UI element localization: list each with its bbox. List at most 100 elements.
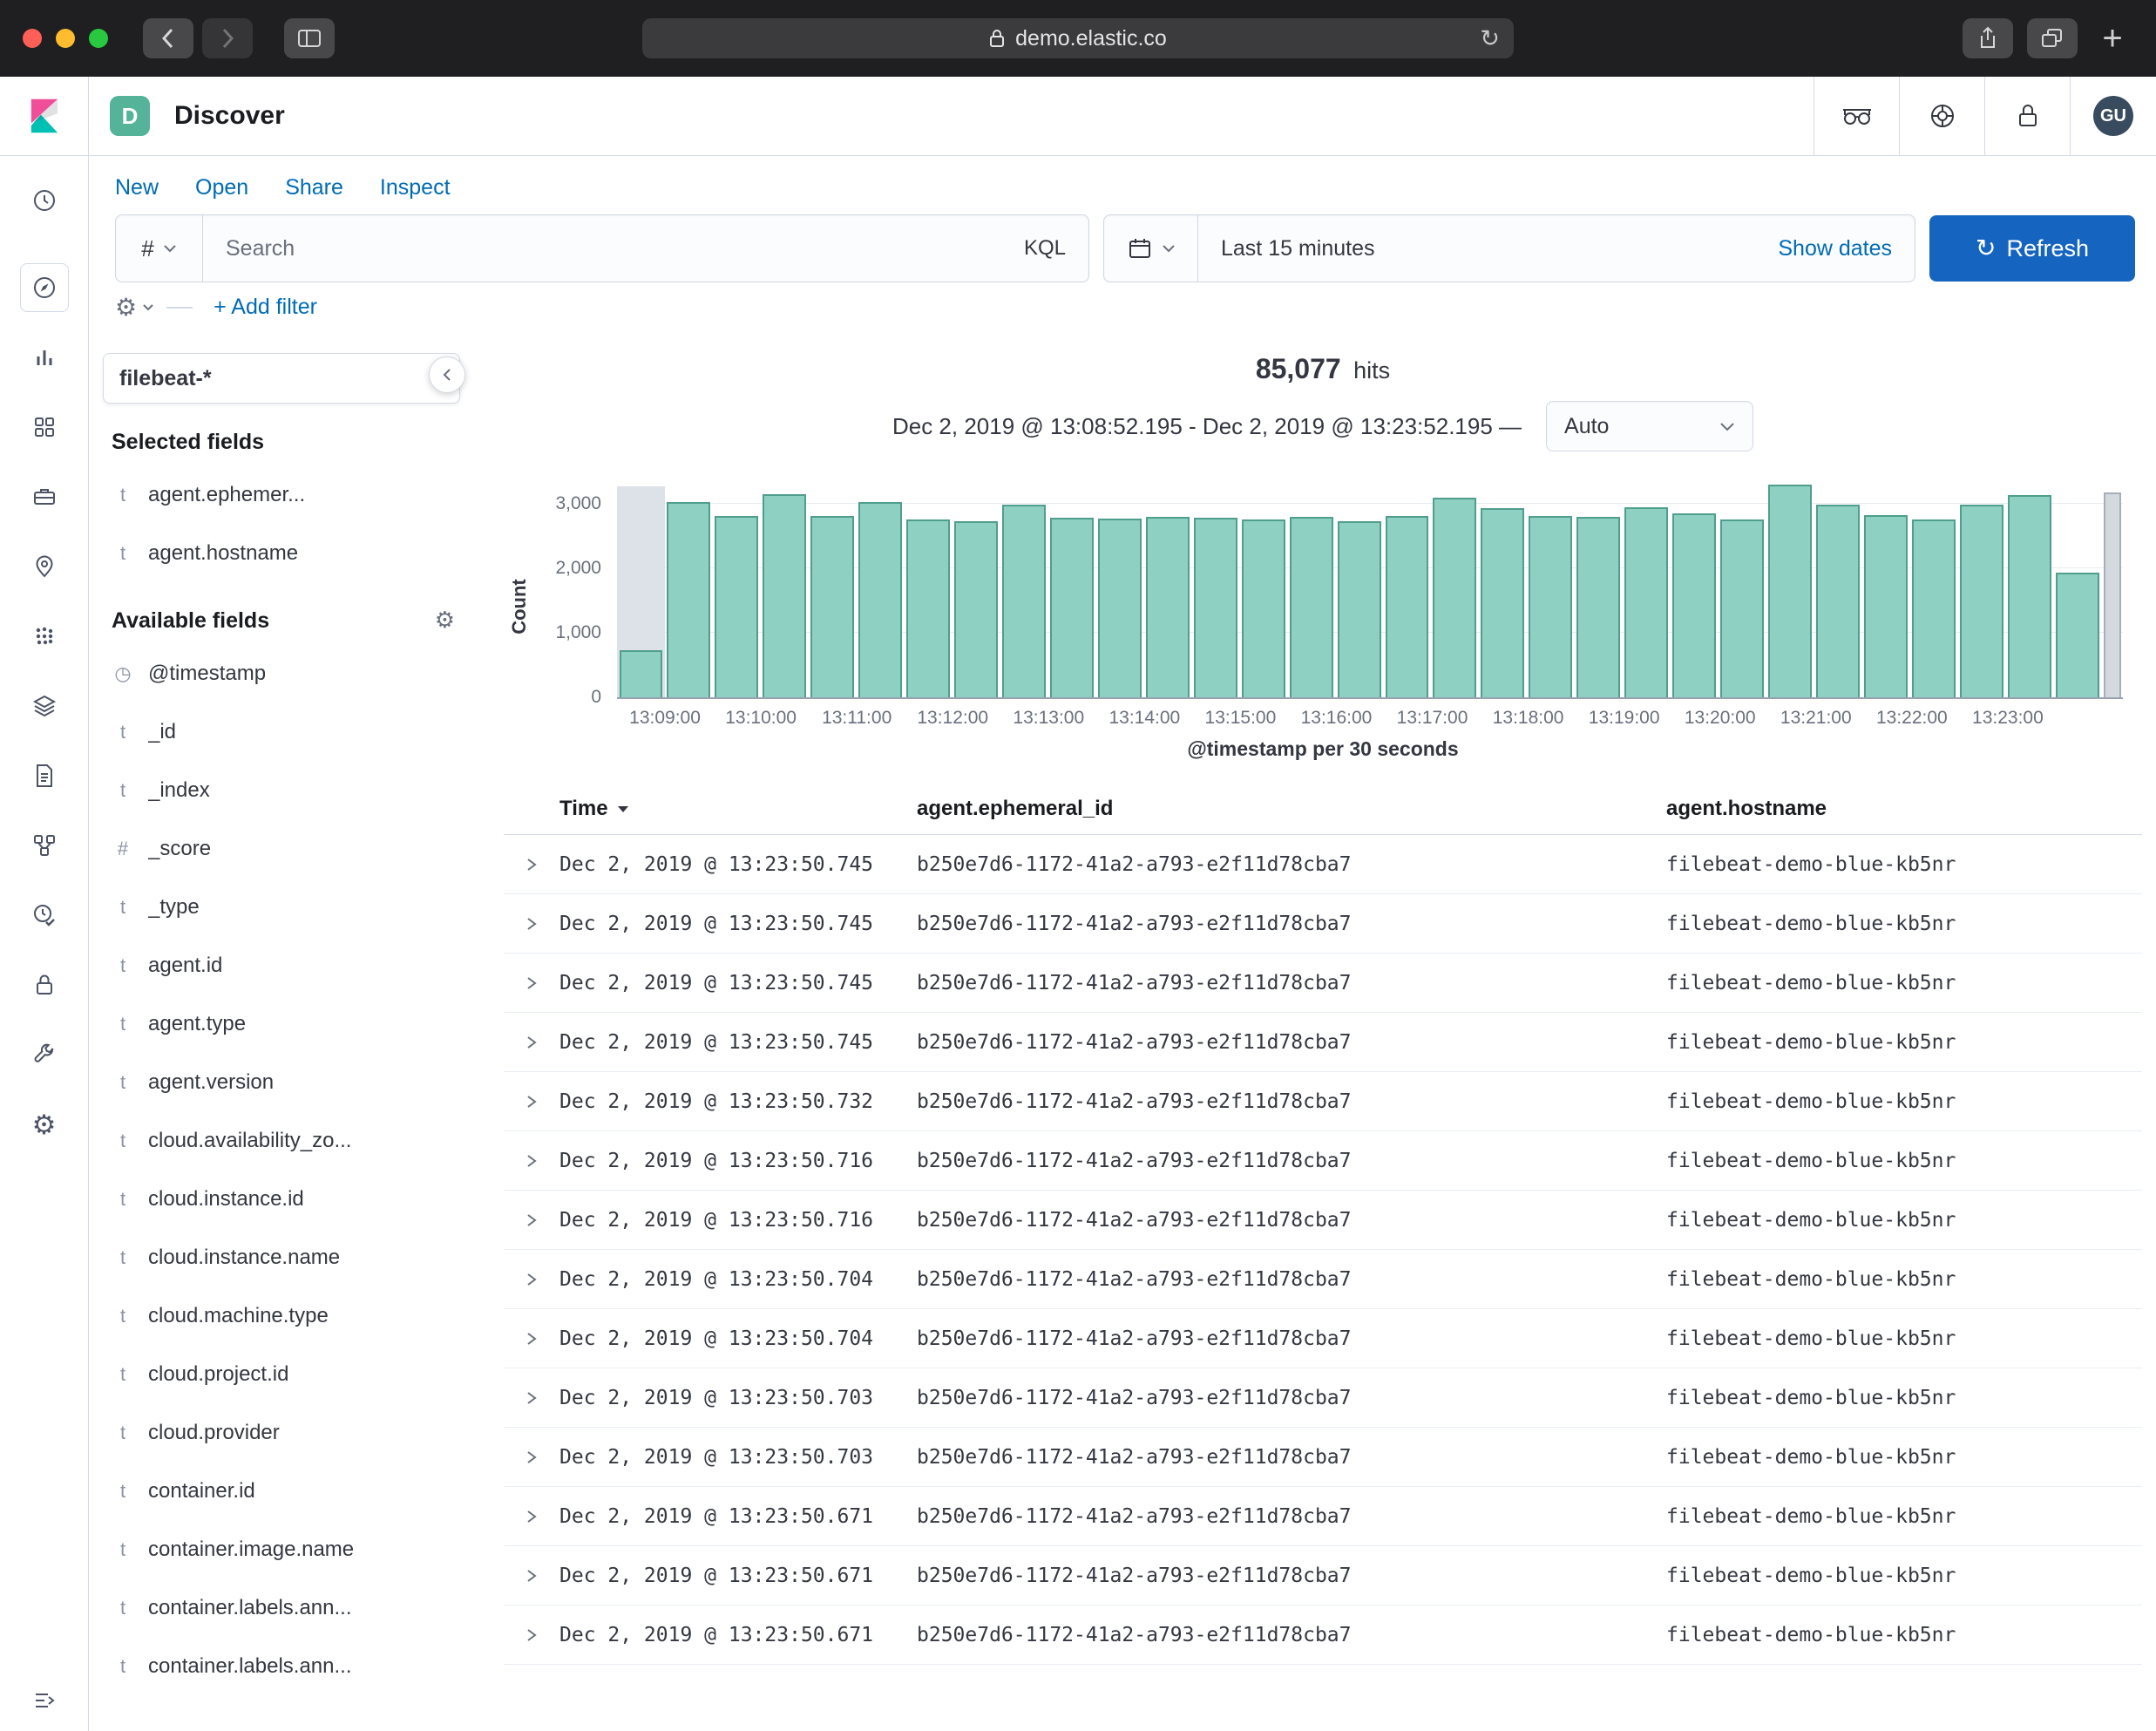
- filter-options-button[interactable]: ⚙: [115, 295, 154, 320]
- nav-recently-viewed[interactable]: [20, 176, 69, 225]
- field-item[interactable]: tagent.ephemer...: [103, 465, 460, 524]
- field-item[interactable]: tcontainer.id: [103, 1462, 460, 1520]
- histogram-bar[interactable]: [905, 478, 953, 697]
- kibana-logo[interactable]: [0, 77, 89, 155]
- nav-dev-tools[interactable]: [20, 1030, 69, 1079]
- expand-row-button[interactable]: [504, 974, 559, 993]
- nav-maps[interactable]: [20, 542, 69, 591]
- histogram-bar[interactable]: [1095, 478, 1143, 697]
- share-page-button[interactable]: [1963, 18, 2013, 58]
- histogram-bar[interactable]: [2005, 478, 2053, 697]
- kql-button[interactable]: KQL: [1024, 236, 1066, 261]
- field-item[interactable]: tagent.version: [103, 1053, 460, 1111]
- field-item[interactable]: tcloud.availability_zo...: [103, 1111, 460, 1170]
- histogram-bar[interactable]: [1527, 478, 1575, 697]
- histogram-bar[interactable]: [1861, 478, 1909, 697]
- field-item[interactable]: tcloud.project.id: [103, 1345, 460, 1403]
- table-row[interactable]: Dec 2, 2019 @ 13:23:50.745b250e7d6-1172-…: [504, 835, 2142, 894]
- index-pattern-select[interactable]: filebeat-*: [103, 353, 460, 404]
- space-avatar[interactable]: D: [110, 96, 150, 136]
- user-menu[interactable]: GU: [2070, 77, 2156, 155]
- nav-logs[interactable]: [20, 751, 69, 800]
- table-row[interactable]: Dec 2, 2019 @ 13:23:50.716b250e7d6-1172-…: [504, 1191, 2142, 1250]
- expand-row-button[interactable]: [504, 1626, 559, 1645]
- query-language-dropdown[interactable]: #: [116, 215, 203, 282]
- expand-row-button[interactable]: [504, 855, 559, 874]
- forward-button[interactable]: [202, 18, 253, 58]
- security-button[interactable]: [1984, 77, 2070, 155]
- expand-row-button[interactable]: [504, 1448, 559, 1467]
- histogram-bar[interactable]: [761, 478, 809, 697]
- expand-row-button[interactable]: [504, 1033, 559, 1052]
- table-row[interactable]: Dec 2, 2019 @ 13:23:50.703b250e7d6-1172-…: [504, 1368, 2142, 1428]
- close-button[interactable]: [23, 29, 42, 48]
- histogram-bar[interactable]: [665, 478, 713, 697]
- field-item[interactable]: tagent.id: [103, 936, 460, 994]
- histogram-bar[interactable]: [1766, 478, 1814, 697]
- field-item[interactable]: tcloud.instance.id: [103, 1170, 460, 1228]
- nav-metrics[interactable]: [20, 682, 69, 730]
- tab-overview-button[interactable]: [2027, 18, 2078, 58]
- histogram-bar[interactable]: [1623, 478, 1671, 697]
- column-header-time[interactable]: Time: [559, 797, 917, 821]
- field-settings-button[interactable]: ⚙: [435, 608, 455, 634]
- field-item[interactable]: tcontainer.image.name: [103, 1520, 460, 1578]
- nav-uptime[interactable]: [20, 891, 69, 940]
- histogram-bar[interactable]: [1287, 478, 1335, 697]
- show-dates-button[interactable]: Show dates: [1778, 236, 1892, 261]
- histogram-bar[interactable]: [1431, 478, 1479, 697]
- nav-inspect[interactable]: Inspect: [380, 175, 451, 200]
- column-header-hostname[interactable]: agent.hostname: [1666, 797, 2142, 821]
- nav-open[interactable]: Open: [195, 175, 248, 200]
- add-filter-button[interactable]: + Add filter: [214, 295, 317, 320]
- sidebar-collapse-button[interactable]: [429, 356, 465, 393]
- table-row[interactable]: Dec 2, 2019 @ 13:23:50.745b250e7d6-1172-…: [504, 894, 2142, 954]
- histogram-bar[interactable]: [1814, 478, 1861, 697]
- histogram-bar[interactable]: [1047, 478, 1095, 697]
- field-item[interactable]: tagent.hostname: [103, 524, 460, 582]
- histogram-bar[interactable]: [1909, 478, 1957, 697]
- field-item[interactable]: t_type: [103, 878, 460, 936]
- nav-machine-learning[interactable]: [20, 612, 69, 661]
- field-item[interactable]: #_score: [103, 819, 460, 878]
- docs-button[interactable]: [1814, 77, 1899, 155]
- interval-select[interactable]: Auto: [1546, 401, 1753, 451]
- collapse-nav-button[interactable]: [31, 1687, 58, 1714]
- date-picker-button[interactable]: [1104, 215, 1198, 282]
- expand-row-button[interactable]: [504, 1211, 559, 1230]
- nav-siem[interactable]: [20, 961, 69, 1009]
- new-tab-button[interactable]: +: [2092, 18, 2133, 58]
- table-row[interactable]: Dec 2, 2019 @ 13:23:50.716b250e7d6-1172-…: [504, 1131, 2142, 1191]
- expand-row-button[interactable]: [504, 1566, 559, 1585]
- search-input[interactable]: [224, 235, 1001, 262]
- histogram-bar[interactable]: [2101, 478, 2123, 697]
- histogram-bar[interactable]: [617, 478, 665, 697]
- expand-row-button[interactable]: [504, 1151, 559, 1171]
- nav-new[interactable]: New: [115, 175, 159, 200]
- expand-row-button[interactable]: [504, 914, 559, 933]
- back-button[interactable]: [143, 18, 193, 58]
- histogram-bar[interactable]: [1383, 478, 1431, 697]
- sidebar-toggle-button[interactable]: [284, 18, 335, 58]
- histogram-bar[interactable]: [1335, 478, 1383, 697]
- field-item[interactable]: t_id: [103, 703, 460, 761]
- url-field[interactable]: demo.elastic.co ↻: [642, 18, 1514, 58]
- expand-row-button[interactable]: [504, 1388, 559, 1408]
- histogram-bar[interactable]: [2053, 478, 2101, 697]
- column-header-ephemeral-id[interactable]: agent.ephemeral_id: [917, 797, 1666, 821]
- nav-canvas[interactable]: [20, 472, 69, 521]
- expand-row-button[interactable]: [504, 1507, 559, 1526]
- field-item[interactable]: ◷@timestamp: [103, 644, 460, 703]
- histogram-bar[interactable]: [1191, 478, 1239, 697]
- histogram-bar[interactable]: [1239, 478, 1287, 697]
- histogram-bar[interactable]: [713, 478, 761, 697]
- histogram-bar[interactable]: [809, 478, 857, 697]
- nav-apm[interactable]: [20, 821, 69, 870]
- expand-row-button[interactable]: [504, 1092, 559, 1111]
- field-item[interactable]: tcontainer.labels.ann...: [103, 1578, 460, 1637]
- table-row[interactable]: Dec 2, 2019 @ 13:23:50.671b250e7d6-1172-…: [504, 1546, 2142, 1605]
- table-row[interactable]: Dec 2, 2019 @ 13:23:50.671b250e7d6-1172-…: [504, 1487, 2142, 1546]
- histogram-bar[interactable]: [1719, 478, 1766, 697]
- histogram-bar[interactable]: [857, 478, 905, 697]
- table-row[interactable]: Dec 2, 2019 @ 13:23:50.704b250e7d6-1172-…: [504, 1250, 2142, 1309]
